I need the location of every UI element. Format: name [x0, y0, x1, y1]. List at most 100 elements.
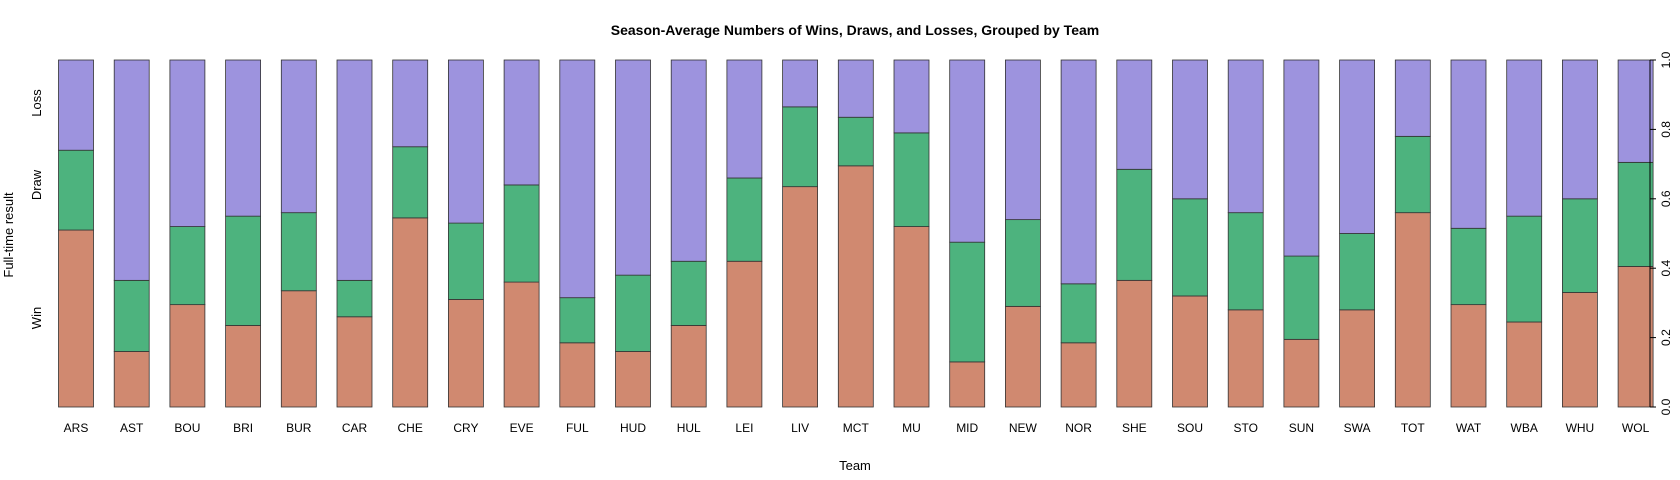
bar-draw-bur: [281, 213, 316, 291]
x-tick-label: CAR: [342, 421, 368, 435]
bar-loss-mid: [950, 60, 985, 242]
bar-loss-she: [1117, 60, 1152, 169]
x-tick-label: BRI: [233, 421, 253, 435]
bars-group: [59, 60, 1654, 407]
x-tick-label: LIV: [791, 421, 809, 435]
x-tick-label: STO: [1233, 421, 1257, 435]
bar-draw-wba: [1507, 216, 1542, 322]
bar-win-sou: [1173, 296, 1208, 407]
left-side-labels: Win Draw Loss: [29, 89, 44, 329]
x-tick-label: NOR: [1065, 421, 1092, 435]
x-tick-label: MID: [956, 421, 978, 435]
x-tick-label: ARS: [64, 421, 89, 435]
bar-loss-nor: [1061, 60, 1096, 284]
bar-draw-ful: [560, 298, 595, 343]
bar-loss-hud: [616, 60, 651, 275]
x-axis-label: Team: [839, 458, 871, 473]
bar-win-wat: [1451, 305, 1486, 407]
bar-loss-eve: [504, 60, 539, 185]
bar-draw-mct: [838, 117, 873, 166]
bar-win-tot: [1395, 213, 1430, 407]
bar-draw-liv: [783, 107, 818, 187]
x-tick-label: FUL: [566, 421, 589, 435]
bar-win-che: [393, 218, 428, 407]
chart-title: Season-Average Numbers of Wins, Draws, a…: [611, 22, 1099, 38]
x-tick-label: TOT: [1401, 421, 1425, 435]
bar-draw-whu: [1562, 199, 1597, 293]
x-tick-label: WOL: [1622, 421, 1650, 435]
bar-loss-mu: [894, 60, 929, 133]
bar-draw-hul: [671, 261, 706, 325]
y-axis-label: Full-time result: [1, 192, 16, 278]
bar-loss-sto: [1228, 60, 1263, 213]
bar-draw-bri: [226, 216, 261, 325]
bar-win-ast: [114, 351, 149, 407]
bar-draw-she: [1117, 169, 1152, 280]
bar-draw-bou: [170, 227, 205, 305]
bar-draw-ars: [59, 150, 94, 230]
bar-draw-sou: [1173, 199, 1208, 296]
bar-loss-whu: [1562, 60, 1597, 199]
left-label-win: Win: [29, 307, 44, 329]
y-tick-label: 0.8: [1659, 121, 1673, 138]
bar-loss-car: [337, 60, 372, 280]
bar-draw-eve: [504, 185, 539, 282]
bar-loss-sun: [1284, 60, 1319, 256]
x-tick-label: SOU: [1177, 421, 1203, 435]
left-label-draw: Draw: [29, 169, 44, 200]
bar-loss-cry: [448, 60, 483, 223]
x-tick-label: WBA: [1511, 421, 1538, 435]
bar-draw-sun: [1284, 256, 1319, 339]
x-tick-label: NEW: [1009, 421, 1038, 435]
bar-win-wba: [1507, 322, 1542, 407]
x-tick-label: WHU: [1566, 421, 1595, 435]
bar-draw-car: [337, 280, 372, 316]
x-tick-label: SUN: [1289, 421, 1314, 435]
y-tick-label: 0.2: [1659, 329, 1673, 346]
bar-loss-new: [1005, 60, 1040, 220]
bar-loss-ful: [560, 60, 595, 298]
bar-win-mid: [950, 362, 985, 407]
bar-draw-mu: [894, 133, 929, 227]
bar-draw-tot: [1395, 136, 1430, 212]
bar-loss-che: [393, 60, 428, 147]
bar-loss-swa: [1340, 60, 1375, 234]
bar-win-eve: [504, 282, 539, 407]
bar-win-bur: [281, 291, 316, 407]
bar-draw-cry: [448, 223, 483, 299]
x-tick-labels: ARS AST BOU BRI BUR CAR CHE CRY EVE FUL HUD HUL LEI L…: [64, 421, 1650, 435]
bar-win-bou: [170, 305, 205, 407]
bar-win-mu: [894, 227, 929, 407]
x-tick-label: HUL: [677, 421, 701, 435]
bar-win-sun: [1284, 339, 1319, 407]
bar-win-car: [337, 317, 372, 407]
bar-loss-wba: [1507, 60, 1542, 216]
x-tick-label: AST: [120, 421, 144, 435]
bar-win-hud: [616, 351, 651, 407]
bar-win-cry: [448, 299, 483, 407]
bar-draw-swa: [1340, 234, 1375, 310]
bar-win-swa: [1340, 310, 1375, 407]
bar-draw-nor: [1061, 284, 1096, 343]
x-tick-label: HUD: [620, 421, 646, 435]
bar-win-new: [1005, 306, 1040, 407]
bar-loss-hul: [671, 60, 706, 261]
bar-loss-wat: [1451, 60, 1486, 228]
left-label-loss: Loss: [29, 89, 44, 117]
bar-loss-lei: [727, 60, 762, 178]
x-tick-label: EVE: [510, 421, 534, 435]
x-tick-label: SWA: [1344, 421, 1371, 435]
bar-win-ful: [560, 343, 595, 407]
bar-loss-wol: [1618, 60, 1653, 162]
bar-loss-liv: [783, 60, 818, 107]
x-tick-label: BUR: [286, 421, 312, 435]
bar-win-liv: [783, 187, 818, 407]
bar-draw-wat: [1451, 228, 1486, 304]
bar-loss-ast: [114, 60, 149, 280]
x-tick-label: LEI: [735, 421, 753, 435]
bar-win-whu: [1562, 292, 1597, 407]
x-tick-label: MU: [902, 421, 921, 435]
bar-draw-sto: [1228, 213, 1263, 310]
bar-win-hul: [671, 325, 706, 407]
x-tick-label: BOU: [174, 421, 200, 435]
